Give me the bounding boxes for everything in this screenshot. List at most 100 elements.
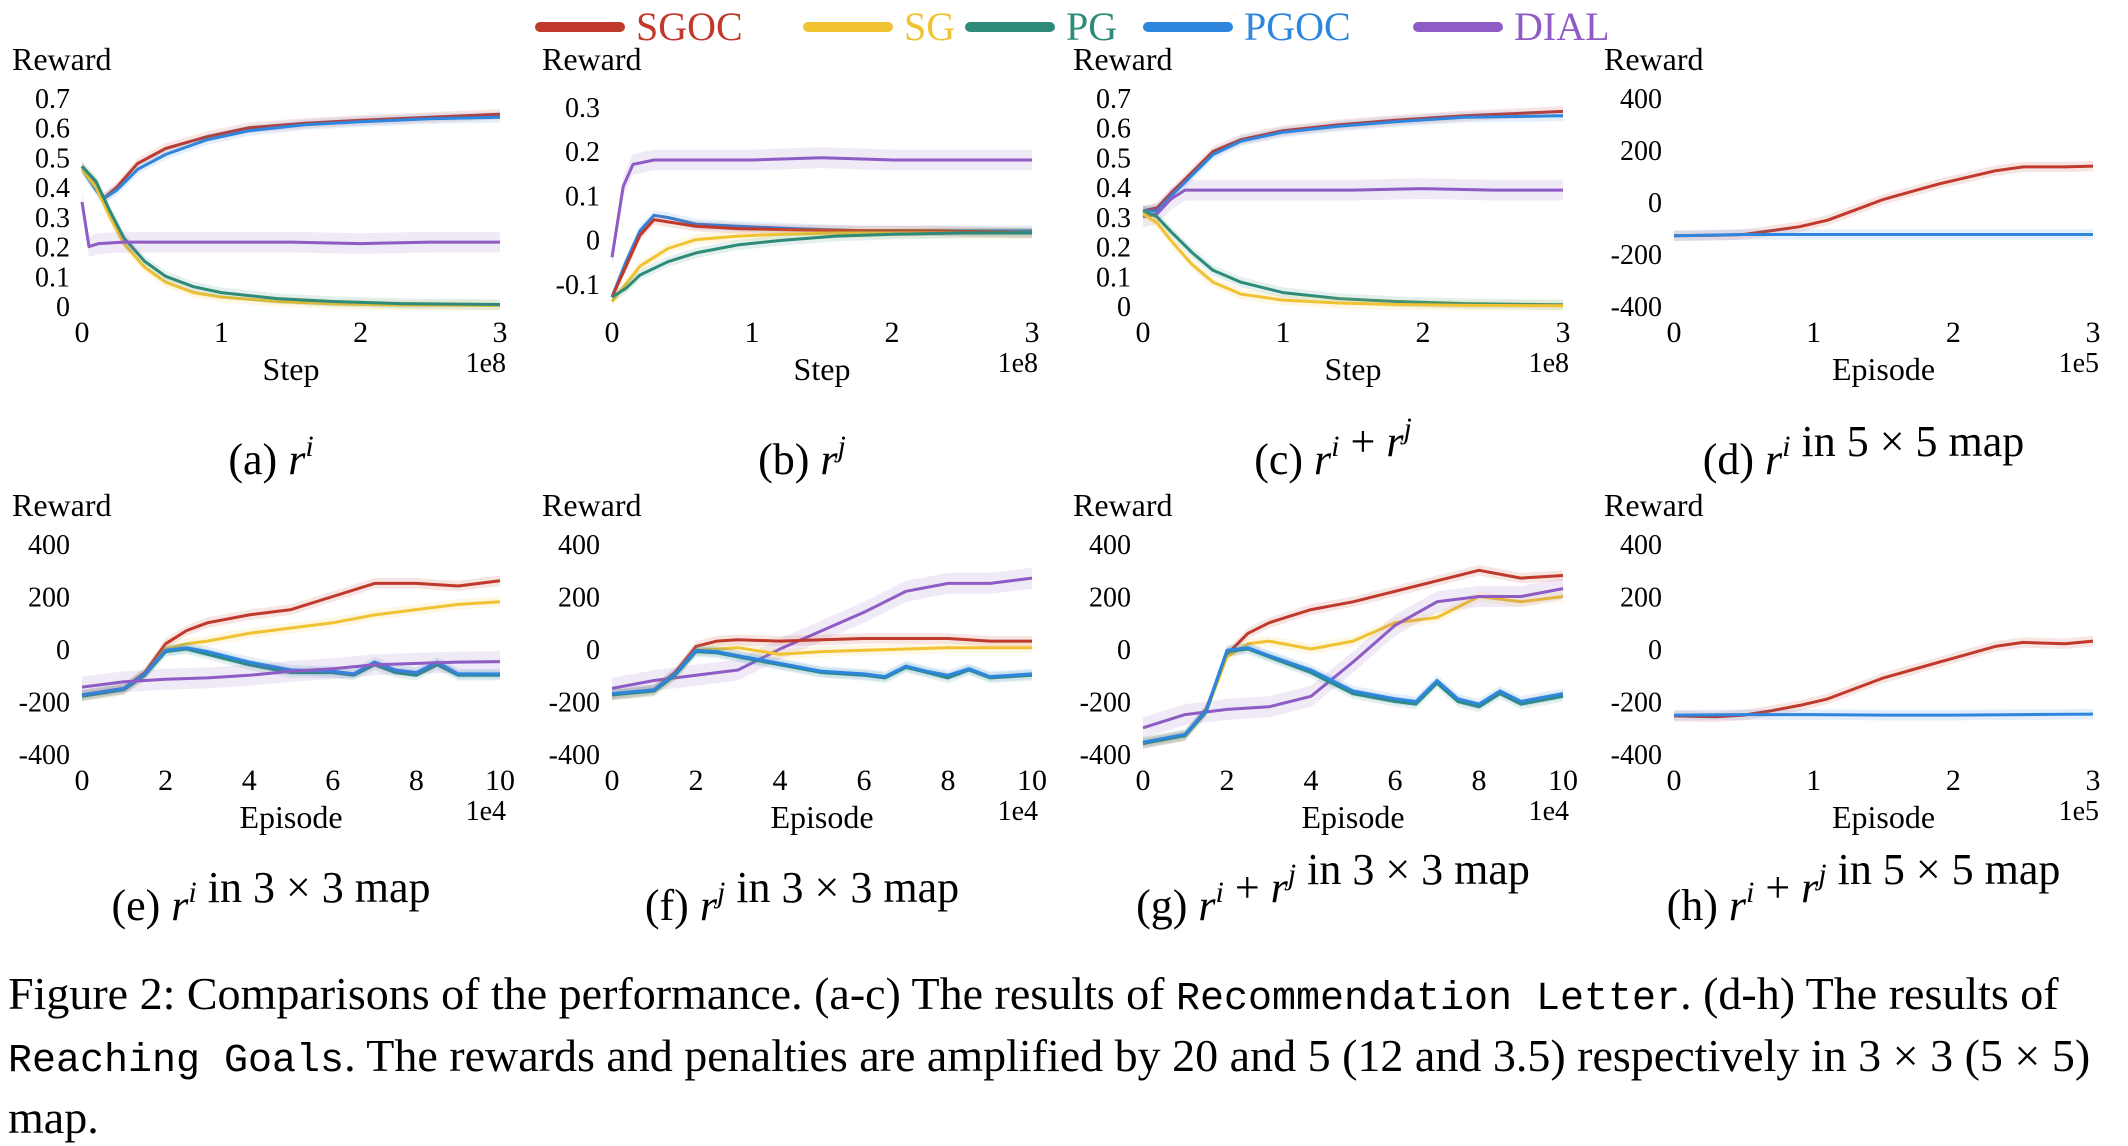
- y-tick-label: 0.1: [1096, 262, 1131, 293]
- x-axis-label: Step: [794, 351, 851, 387]
- x-axis-label: Episode: [239, 799, 342, 835]
- y-axis-label: Reward: [1604, 487, 1704, 523]
- series-band-sgoc: [1143, 106, 1563, 217]
- x-axis-label: Episode: [1832, 351, 1935, 387]
- caption-code-2: Reaching Goals: [8, 1039, 345, 1084]
- y-axis-label: Reward: [1073, 487, 1173, 523]
- x-scale-label: 1e8: [466, 348, 506, 379]
- x-tick-label: 2: [1220, 764, 1235, 797]
- x-tick-label: 8: [1472, 764, 1487, 797]
- legend-item-sg: SG: [803, 4, 955, 49]
- y-tick-label: 0: [1648, 188, 1662, 219]
- x-tick-label: 0: [605, 316, 620, 349]
- x-tick-label: 3: [1025, 316, 1040, 349]
- x-tick-label: 2: [885, 316, 900, 349]
- series-line-sg: [1142, 212, 1564, 308]
- y-tick-label: 0.2: [565, 137, 600, 168]
- x-tick-label: 1: [1806, 316, 1821, 349]
- legend: SGOC SG PG PGOC DIAL: [535, 4, 1610, 49]
- x-tick-label: 1: [1276, 316, 1291, 349]
- x-scale-label: 1e8: [1529, 348, 1569, 379]
- x-tick-label: 4: [1304, 764, 1319, 797]
- series-band-pg: [612, 227, 1032, 303]
- legend-item-pgoc: PGOC: [1143, 4, 1351, 49]
- x-tick-label: 2: [1946, 764, 1961, 797]
- y-tick-label: 0.7: [35, 84, 70, 115]
- series-line-sgoc: [1673, 639, 2094, 719]
- series-band-sg: [612, 227, 1032, 307]
- series-line-sgoc: [1673, 164, 2094, 238]
- series-line-dial: [80, 201, 500, 249]
- series-line-pgoc: [611, 648, 1033, 696]
- legend-item-dial: DIAL: [1413, 4, 1610, 49]
- x-tick-label: 10: [1017, 764, 1047, 797]
- series-band-dial: [612, 567, 1032, 699]
- x-tick-label: 2: [689, 764, 704, 797]
- series-line-dial: [610, 156, 1032, 258]
- x-tick-label: 10: [1548, 764, 1578, 797]
- x-tick-label: 3: [1556, 316, 1571, 349]
- legend-item-pg: PG: [965, 4, 1117, 49]
- y-tick-label: 0.2: [1096, 233, 1131, 264]
- x-axis-label: Step: [1325, 351, 1382, 387]
- x-tick-label: 2: [158, 764, 173, 797]
- caption-text-3: . The rewards and penalties are amplifie…: [8, 1030, 2091, 1143]
- caption-text-1: Figure 2: Comparisons of the performance…: [8, 968, 1176, 1019]
- y-tick-label: -200: [19, 688, 70, 719]
- x-scale-label: 1e5: [2059, 348, 2099, 379]
- legend-label: SG: [904, 4, 955, 49]
- x-tick-label: 0: [1667, 316, 1682, 349]
- x-tick-label: 1: [214, 316, 229, 349]
- y-tick-label: 400: [558, 530, 600, 561]
- x-tick-label: 0: [1667, 764, 1682, 797]
- x-tick-label: 4: [242, 764, 257, 797]
- series-band-dial: [82, 191, 500, 257]
- y-axis-label: Reward: [542, 41, 642, 77]
- series-line-dial: [1142, 187, 1563, 219]
- series-line-sgoc: [610, 218, 1033, 298]
- subcaption: (b) rj: [758, 430, 846, 484]
- x-tick-label: 1: [745, 316, 760, 349]
- series-line-pgoc: [1142, 646, 1564, 744]
- subcaption: (e) ri in 3 × 3 map: [111, 863, 430, 930]
- x-tick-label: 0: [75, 764, 90, 797]
- legend-item-sgoc: SGOC: [535, 4, 743, 49]
- y-tick-label: -400: [549, 740, 600, 771]
- x-tick-label: 8: [941, 764, 956, 797]
- subcaption: (d) ri in 5 × 5 map: [1703, 417, 2025, 484]
- y-tick-label: -400: [19, 740, 70, 771]
- y-tick-label: 0.4: [35, 173, 70, 204]
- y-tick-label: -200: [1080, 688, 1131, 719]
- x-tick-label: 10: [485, 764, 515, 797]
- y-tick-label: 0: [56, 635, 70, 666]
- y-tick-label: 0.3: [1096, 203, 1131, 234]
- y-tick-label: 0.4: [1096, 173, 1131, 204]
- y-axis-label: Reward: [12, 41, 112, 77]
- x-tick-label: 0: [75, 316, 90, 349]
- y-tick-label: 400: [28, 530, 70, 561]
- y-tick-label: 0.2: [35, 233, 70, 264]
- y-tick-label: -200: [1611, 240, 1662, 271]
- series-band-sg: [1143, 208, 1563, 311]
- y-tick-label: 200: [1620, 136, 1662, 167]
- series-band-pgoc: [82, 112, 500, 205]
- x-axis-label: Episode: [770, 799, 873, 835]
- y-tick-label: 0.1: [35, 262, 70, 293]
- x-tick-label: 3: [493, 316, 508, 349]
- y-tick-label: -400: [1080, 740, 1131, 771]
- y-tick-label: 0.1: [565, 181, 600, 212]
- series-band-dial: [1143, 178, 1563, 228]
- series-line-pgoc: [1143, 114, 1564, 213]
- y-axis-label: Reward: [1073, 41, 1173, 77]
- legend-label: PGOC: [1244, 4, 1351, 49]
- x-tick-label: 2: [1946, 316, 1961, 349]
- y-tick-label: 0.6: [35, 114, 70, 145]
- y-tick-label: 0: [1117, 635, 1131, 666]
- y-tick-label: -200: [549, 688, 600, 719]
- legend-label: DIAL: [1514, 4, 1610, 49]
- series-line-pg: [611, 231, 1032, 299]
